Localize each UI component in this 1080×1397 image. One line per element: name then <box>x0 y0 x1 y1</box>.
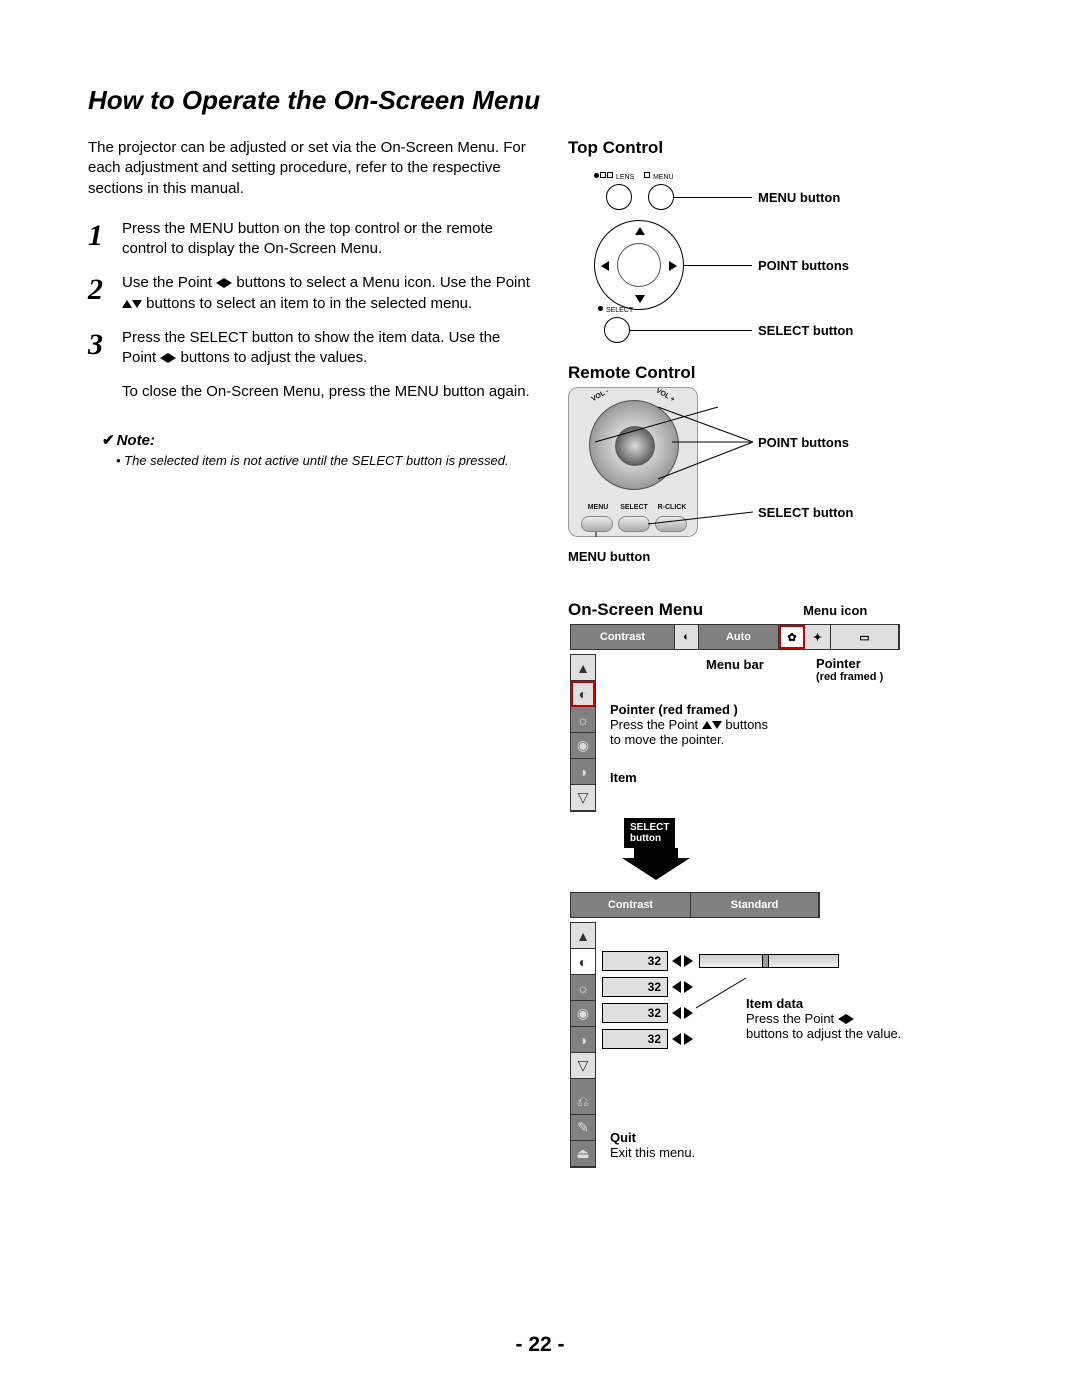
remote-point-callout: POINT buttons <box>758 435 849 450</box>
step-text-3: Press the SELECT button to show the item… <box>122 328 538 369</box>
remote-title: Remote Control <box>568 363 995 383</box>
menu-bar-1: Contrast ◐ Auto ✿ ✦ ▭ <box>570 624 900 650</box>
up-arrow-icon: ▲ <box>571 655 595 681</box>
select-arrow: SELECTbutton <box>610 818 702 880</box>
remote-pad <box>589 400 679 490</box>
value-1: 32 <box>602 977 668 997</box>
remote-select-callout: SELECT button <box>758 505 853 520</box>
quit-icon: ⏏ <box>571 1141 595 1167</box>
remote-select-button <box>618 516 650 532</box>
menu-icon-selected: ✿ <box>779 625 805 649</box>
osm-diagram-1: Contrast ◐ Auto ✿ ✦ ▭ ▲ ◐ ☼ ◉ ◑ ▽ <box>568 624 988 1168</box>
remote-menu-button <box>581 516 613 532</box>
step-3: 3 Press the SELECT button to show the it… <box>88 328 538 369</box>
contrast-icon: ◐ <box>571 681 595 707</box>
select-button <box>604 317 630 343</box>
item-data-label: Item data <box>746 996 901 1011</box>
point-callout: POINT buttons <box>758 258 849 273</box>
menu-bar-2: Contrast Standard <box>570 892 820 918</box>
brightness-icon: ☼ <box>571 707 595 733</box>
step-num-3: 3 <box>88 328 122 369</box>
close-text: To close the On-Screen Menu, press the M… <box>122 382 538 402</box>
top-control-title: Top Control <box>568 138 995 158</box>
page-number: - 22 - <box>515 1333 564 1357</box>
step-text-2: Use the Point buttons to select a Menu i… <box>122 273 538 314</box>
left-column: The projector can be adjusted or set via… <box>88 138 538 1168</box>
remote-rclick-button <box>655 516 687 532</box>
step-num-2: 2 <box>88 273 122 314</box>
value-3: 32 <box>602 1029 668 1049</box>
note-heading: Note: <box>102 431 538 449</box>
color-icon: ◉ <box>571 733 595 759</box>
menu-callout: MENU button <box>758 190 840 205</box>
step-text-1: Press the MENU button on the top control… <box>122 219 538 260</box>
point-pad <box>594 220 684 310</box>
value-0: 32 <box>602 951 668 971</box>
slider <box>699 954 839 968</box>
menu-button <box>648 184 674 210</box>
step-num-1: 1 <box>88 219 122 260</box>
quit-label: Quit <box>610 1130 695 1145</box>
menu-icon-label: Menu icon <box>803 603 867 618</box>
page-title: How to Operate the On-Screen Menu <box>88 85 995 116</box>
icon-column-1: ▲ ◐ ☼ ◉ ◑ ▽ <box>570 654 596 812</box>
select-callout: SELECT button <box>758 323 853 338</box>
intro-text: The projector can be adjusted or set via… <box>88 138 538 199</box>
tint-icon: ◑ <box>571 759 595 785</box>
remote-menu-callout: MENU button <box>568 549 650 564</box>
remote-diagram: VOL - VOL + MENU SELECT R-CLICK <box>568 387 948 582</box>
step-2: 2 Use the Point buttons to select a Menu… <box>88 273 538 314</box>
item-label: Item <box>610 770 637 785</box>
top-control-diagram: LENS MENU SELECT MENU button POINT butto… <box>568 162 948 357</box>
right-column: Top Control LENS MENU SELECT MENU button <box>568 138 995 1168</box>
icon-column-2: ▲ ◐ ☼ ◉ ◑ ▽ ⎌ ✎ ⏏ <box>570 922 596 1168</box>
down-arrow-icon: ▽ <box>571 785 595 811</box>
lens-button <box>606 184 632 210</box>
osm-title: On-Screen Menu <box>568 600 703 620</box>
pointer-red-label: Pointer (red framed ) <box>610 702 768 717</box>
note-body: • The selected item is not active until … <box>116 453 538 468</box>
step-1: 1 Press the MENU button on the top contr… <box>88 219 538 260</box>
value-2: 32 <box>602 1003 668 1023</box>
